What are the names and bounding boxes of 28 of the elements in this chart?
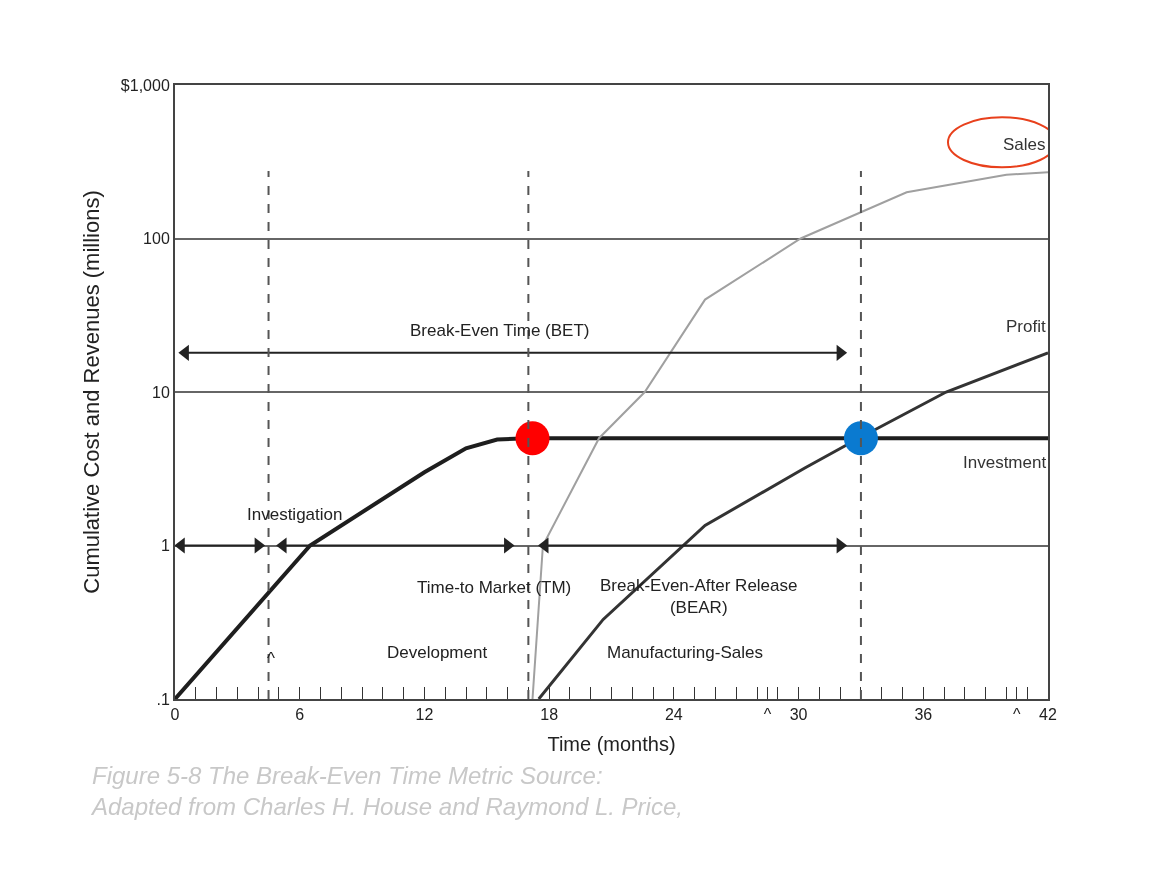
series-label: Sales: [1003, 135, 1046, 154]
x-tick-label: 30: [789, 706, 808, 724]
x-tick-label: 6: [295, 706, 305, 724]
x-tick-label: 18: [540, 706, 559, 724]
annotation: Break-Even Time (BET): [410, 321, 590, 340]
annotation: Time-to Market (TM): [417, 578, 572, 597]
y-tick-label: $1,000: [120, 76, 170, 94]
x-tick-label: ^: [763, 706, 772, 724]
x-tick-label: 24: [664, 706, 683, 724]
annotation: Development: [387, 643, 488, 662]
x-tick-label: 36: [914, 706, 933, 724]
annotation: Manufacturing-Sales: [607, 643, 763, 662]
x-tick-label: 42: [1039, 706, 1057, 724]
line-series: [175, 436, 1048, 699]
x-tick-label: ^: [1013, 706, 1022, 724]
y-tick-label: 1: [160, 537, 170, 555]
y-axis-title: Cumulative Cost and Revenues (millions): [79, 190, 105, 594]
x-axis-title: Time (months): [547, 733, 676, 756]
x-tick-label: 0: [170, 706, 180, 724]
series-label: Investment: [963, 453, 1047, 472]
y-tick-label: 100: [143, 230, 170, 248]
annotation: Investigation: [247, 505, 343, 524]
y-tick-label: 10: [152, 383, 170, 401]
line-series: [537, 351, 1048, 699]
series-label: Profit: [1006, 317, 1046, 336]
point: [515, 421, 550, 456]
y-tick-label: .1: [156, 690, 170, 708]
x-tick-label: 12: [415, 706, 434, 724]
